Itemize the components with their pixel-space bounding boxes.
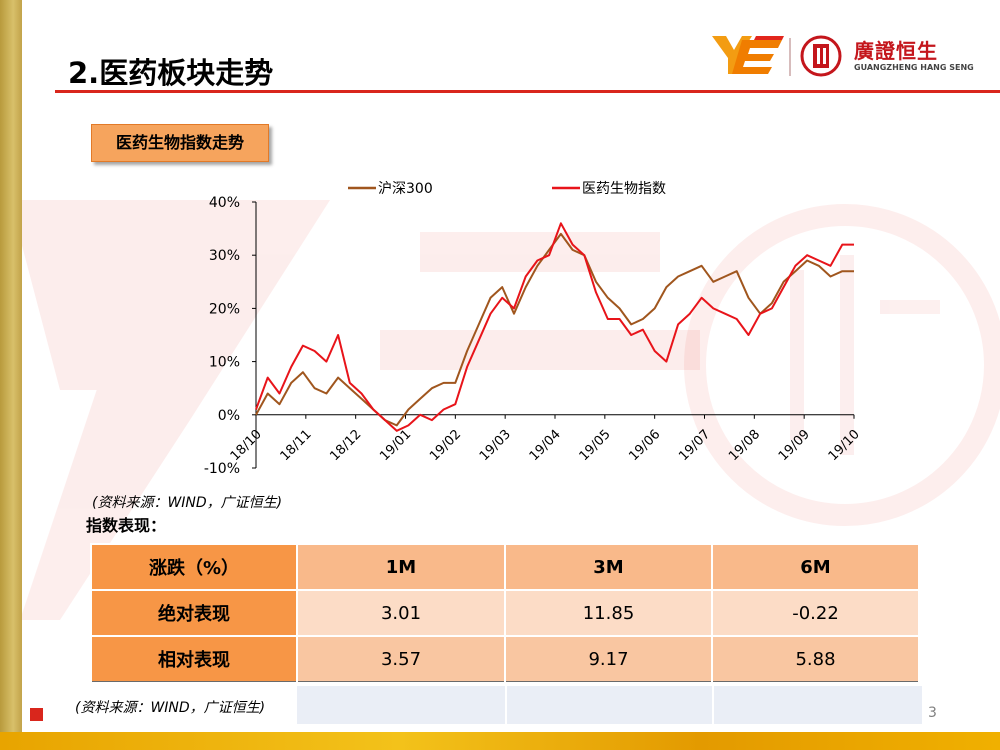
series-line-pharma-index [255,222,854,432]
series-line-hs300 [255,232,854,427]
logo-name-en: GUANGZHENG HANG SENG [854,63,974,72]
logo-name-cn: 廣證恒生 [854,39,938,63]
table-corner-cell: 涨跌（%） [90,543,298,591]
legend-label: 沪深300 [378,181,433,197]
table-header-row: 涨跌（%） 1M 3M 6M [90,543,920,591]
title-underline [55,90,1000,93]
table-source-note: (资料来源：WIND，广证恒生) [75,700,266,716]
y-tick-label: 10% [209,355,240,371]
table-row: 相对表现 3.57 9.17 5.88 [90,635,920,682]
y-tick-label: -10% [204,461,240,477]
x-tick-label: 18/11 [278,427,315,464]
cell-absolute-6m: -0.22 [711,589,920,637]
legend-label: 医药生物指数 [582,181,666,197]
y-tick-label: 30% [209,248,240,264]
x-tick-label: 19/03 [477,427,514,464]
x-tick-label: 19/01 [377,427,414,464]
emblem-icon [800,35,842,77]
column-header-6m: 6M [711,543,920,591]
cell-absolute-1m: 3.01 [296,589,506,637]
table-empty-separator [505,686,507,724]
x-tick-label: 19/08 [726,427,763,464]
cell-relative-3m: 9.17 [504,635,713,682]
cell-absolute-3m: 11.85 [504,589,713,637]
x-tick-label: 19/10 [826,427,863,464]
ye-logo-icon [712,36,784,74]
cell-relative-6m: 5.88 [711,635,920,682]
left-decor-bar [0,0,22,750]
table-row: 绝对表现 3.01 11.85 -0.22 [90,589,920,637]
x-tick-label: 19/05 [577,427,614,464]
x-tick-label: 19/02 [427,427,464,464]
performance-table: 涨跌（%） 1M 3M 6M 绝对表现 3.01 11.85 -0.22 相对表… [90,543,920,682]
page-title: 2.医药板块走势 [68,56,274,90]
table-empty-separator [712,686,714,724]
y-tick-label: 0% [218,408,240,424]
y-tick-label: 20% [209,301,240,317]
index-trend-chart: -10% 0% 10% 20% 30% 40% 18/10 18/11 18/12 19/01 19… [204,181,863,477]
corner-square [30,708,43,721]
performance-title: 指数表现： [86,516,167,535]
x-tick-label: 18/10 [228,427,265,464]
x-tick-label: 19/06 [626,427,663,464]
x-tick-label: 19/07 [676,427,713,464]
row-label-relative: 相对表现 [90,635,298,682]
row-label-absolute: 绝对表现 [90,589,298,637]
section-tag: 医药生物指数走势 [91,124,269,162]
x-tick-label: 19/04 [527,427,564,464]
x-tick-label: 18/12 [327,427,364,464]
column-header-1m: 1M [296,543,506,591]
page-number: 3 [928,705,937,721]
table-empty-row [297,686,922,724]
column-header-3m: 3M [504,543,713,591]
y-tick-label: 40% [209,195,240,211]
logo-separator [789,38,791,76]
bottom-decor-bar [0,732,1000,750]
chart-source-note: (资料来源：WIND，广证恒生) [92,495,283,511]
cell-relative-1m: 3.57 [296,635,506,682]
x-tick-label: 19/09 [776,427,813,464]
